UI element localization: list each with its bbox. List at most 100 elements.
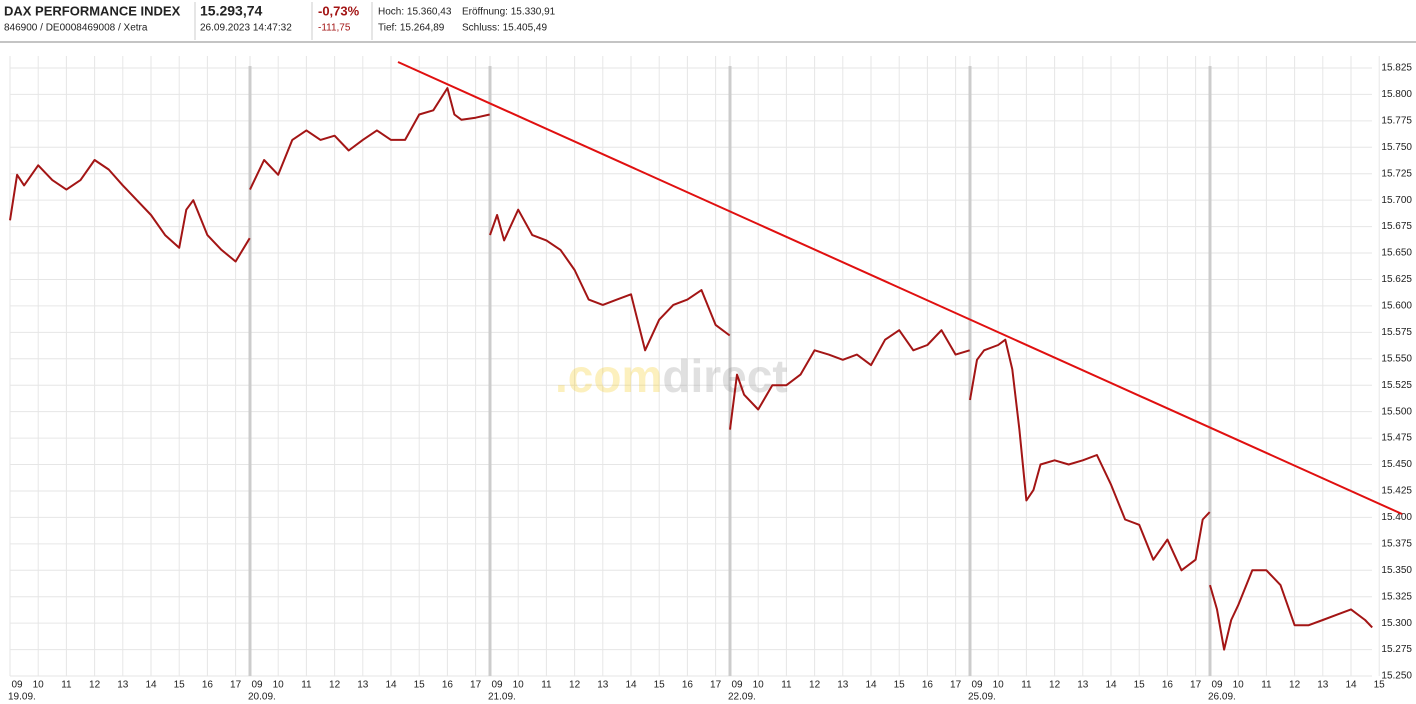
y-tick-label: 15.500 bbox=[1381, 406, 1412, 417]
price-line bbox=[729, 329, 970, 430]
y-tick-label: 15.825 bbox=[1381, 63, 1412, 74]
trend-line bbox=[397, 61, 1403, 515]
x-tick-label: 11 bbox=[541, 680, 552, 691]
y-tick-label: 15.750 bbox=[1381, 142, 1412, 153]
grid: 15.250 15.275 15.300 15.325 15.350 15.375 15.4… bbox=[8, 56, 1412, 703]
watermark: .comdirect bbox=[555, 350, 788, 402]
y-tick-label: 15.725 bbox=[1381, 168, 1412, 179]
x-tick-label: 12 bbox=[569, 680, 581, 691]
x-tick-label: 13 bbox=[117, 680, 129, 691]
x-tick-label: 16 bbox=[682, 680, 694, 691]
x-tick-label: 15 bbox=[1134, 680, 1146, 691]
x-tick-label: 17 bbox=[710, 680, 722, 691]
x-tick-label: 11 bbox=[1261, 680, 1272, 691]
y-tick-label: 15.475 bbox=[1381, 433, 1412, 444]
price: 15.293,74 bbox=[200, 3, 262, 19]
index-name: DAX PERFORMANCE INDEX bbox=[4, 3, 181, 18]
x-tick-label: 09 bbox=[1211, 680, 1223, 691]
x-tick-label: 10 bbox=[273, 680, 285, 691]
watermark-direct: direct bbox=[662, 350, 787, 402]
x-tick-label: 17 bbox=[470, 680, 482, 691]
y-tick-label: 15.675 bbox=[1381, 221, 1412, 232]
price-line bbox=[489, 208, 731, 352]
y-tick-label: 15.425 bbox=[1381, 486, 1412, 497]
price-line bbox=[969, 338, 1211, 572]
x-tick-label: 13 bbox=[1317, 680, 1329, 691]
x-tick-label: 10 bbox=[513, 680, 525, 691]
y-tick-label: 15.375 bbox=[1381, 538, 1412, 549]
x-tick-label: 15 bbox=[654, 680, 666, 691]
y-tick-label: 15.650 bbox=[1381, 248, 1412, 259]
x-tick-label: 17 bbox=[230, 680, 242, 691]
plot bbox=[9, 87, 1373, 651]
y-tick-label: 15.550 bbox=[1381, 353, 1412, 364]
x-tick-label: 14 bbox=[145, 680, 157, 691]
change-abs: -111,75 bbox=[318, 23, 351, 34]
day-label: 21.09. bbox=[488, 692, 516, 703]
y-tick-label: 15.600 bbox=[1381, 301, 1412, 312]
y-tick-label: 15.700 bbox=[1381, 195, 1412, 206]
x-tick-label: 12 bbox=[329, 680, 341, 691]
x-tick-label: 15 bbox=[1374, 680, 1386, 691]
x-tick-label: 16 bbox=[922, 680, 934, 691]
y-tick-label: 15.775 bbox=[1381, 116, 1412, 127]
x-tick-label: 17 bbox=[950, 680, 962, 691]
x-tick-label: 09 bbox=[971, 680, 983, 691]
x-tick-label: 11 bbox=[781, 680, 792, 691]
x-tick-label: 11 bbox=[301, 680, 312, 691]
x-tick-label: 09 bbox=[731, 680, 743, 691]
day-label: 19.09. bbox=[8, 692, 36, 703]
change-pct: -0,73% bbox=[318, 3, 360, 18]
x-tick-label: 09 bbox=[251, 680, 263, 691]
watermark-com: .com bbox=[555, 350, 662, 402]
x-tick-label: 16 bbox=[442, 680, 454, 691]
x-tick-label: 09 bbox=[11, 680, 23, 691]
day-label: 25.09. bbox=[968, 692, 996, 703]
y-tick-label: 15.325 bbox=[1381, 591, 1412, 602]
timestamp: 26.09.2023 14:47:32 bbox=[200, 23, 292, 34]
x-tick-label: 16 bbox=[1162, 680, 1174, 691]
x-tick-label: 15 bbox=[414, 680, 426, 691]
x-tick-label: 14 bbox=[1105, 680, 1117, 691]
x-tick-label: 12 bbox=[1289, 680, 1301, 691]
x-tick-label: 14 bbox=[625, 680, 637, 691]
x-tick-label: 12 bbox=[89, 680, 101, 691]
x-tick-label: 13 bbox=[597, 680, 609, 691]
x-tick-label: 15 bbox=[174, 680, 186, 691]
x-tick-label: 12 bbox=[809, 680, 821, 691]
x-tick-label: 16 bbox=[202, 680, 214, 691]
price-line bbox=[249, 87, 490, 191]
x-tick-label: 13 bbox=[837, 680, 849, 691]
y-tick-label: 15.300 bbox=[1381, 618, 1412, 629]
x-tick-label: 14 bbox=[1345, 680, 1357, 691]
x-tick-label: 10 bbox=[33, 680, 45, 691]
y-tick-label: 15.350 bbox=[1381, 565, 1412, 576]
y-tick-label: 15.275 bbox=[1381, 644, 1412, 655]
y-tick-label: 15.450 bbox=[1381, 459, 1412, 470]
y-tick-label: 15.525 bbox=[1381, 380, 1412, 391]
day-label: 26.09. bbox=[1208, 692, 1236, 703]
x-tick-label: 11 bbox=[61, 680, 72, 691]
price-line bbox=[9, 159, 251, 263]
index-ids: 846900 / DE0008469008 / Xetra bbox=[4, 23, 148, 34]
y-tick-label: 15.250 bbox=[1381, 671, 1412, 682]
x-tick-label: 15 bbox=[894, 680, 906, 691]
x-tick-label: 11 bbox=[1021, 680, 1032, 691]
y-tick-label: 15.800 bbox=[1381, 89, 1412, 100]
y-tick-label: 15.400 bbox=[1381, 512, 1412, 523]
day-label: 20.09. bbox=[248, 692, 276, 703]
close: Schluss: 15.405,49 bbox=[462, 23, 547, 34]
x-tick-label: 14 bbox=[385, 680, 397, 691]
price-line bbox=[1209, 569, 1373, 651]
y-tick-label: 15.625 bbox=[1381, 274, 1412, 285]
x-tick-label: 12 bbox=[1049, 680, 1061, 691]
x-tick-label: 10 bbox=[1233, 680, 1245, 691]
x-tick-label: 10 bbox=[993, 680, 1005, 691]
x-tick-label: 10 bbox=[753, 680, 765, 691]
x-tick-label: 14 bbox=[865, 680, 877, 691]
open: Eröffnung: 15.330,91 bbox=[462, 7, 556, 18]
x-tick-label: 13 bbox=[357, 680, 369, 691]
y-tick-label: 15.575 bbox=[1381, 327, 1412, 338]
x-tick-label: 13 bbox=[1077, 680, 1089, 691]
